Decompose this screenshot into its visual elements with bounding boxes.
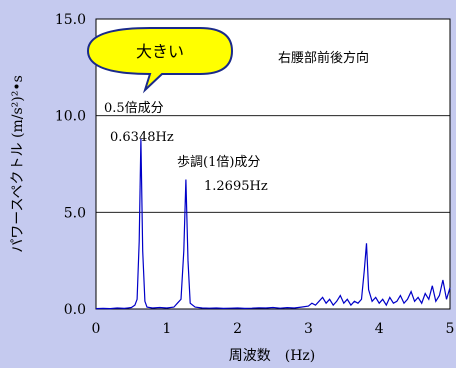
y-axis-title: パワースペクトル (m/s²)²•s [10,75,26,253]
callout-text: 大きい [136,42,184,61]
x-axis-title: 周波数 (Hz) [229,348,316,364]
x-tick-label: 1 [162,321,171,337]
grid-lines [96,115,450,213]
x-tick-label: 2 [233,321,242,337]
half-harmonic-label: 0.5倍成分 [104,101,164,116]
y-tick-labels: 0.0 5.0 10.0 15.0 [55,12,86,318]
x-tick-label: 3 [304,321,313,337]
y-tick-label: 15.0 [55,12,86,28]
x-tick-label: 5 [446,321,455,337]
callout-shape [86,27,234,94]
x-tick-labels: 0 1 2 3 4 5 [92,321,455,337]
x-tick-label: 4 [375,321,384,337]
step-freq: 1.2695Hz [204,179,268,194]
callout-bubble: 大きい [86,27,234,94]
step-label: 歩調(1倍)成分 [177,155,260,170]
y-tick-label: 5.0 [64,205,86,221]
series-line [95,138,451,310]
half-harmonic-freq: 0.6348Hz [110,130,174,145]
y-tick-label: 10.0 [55,109,86,125]
x-tick-label: 0 [92,321,101,337]
location-label: 右腰部前後方向 [278,50,369,66]
y-tick-label: 0.0 [64,302,86,318]
